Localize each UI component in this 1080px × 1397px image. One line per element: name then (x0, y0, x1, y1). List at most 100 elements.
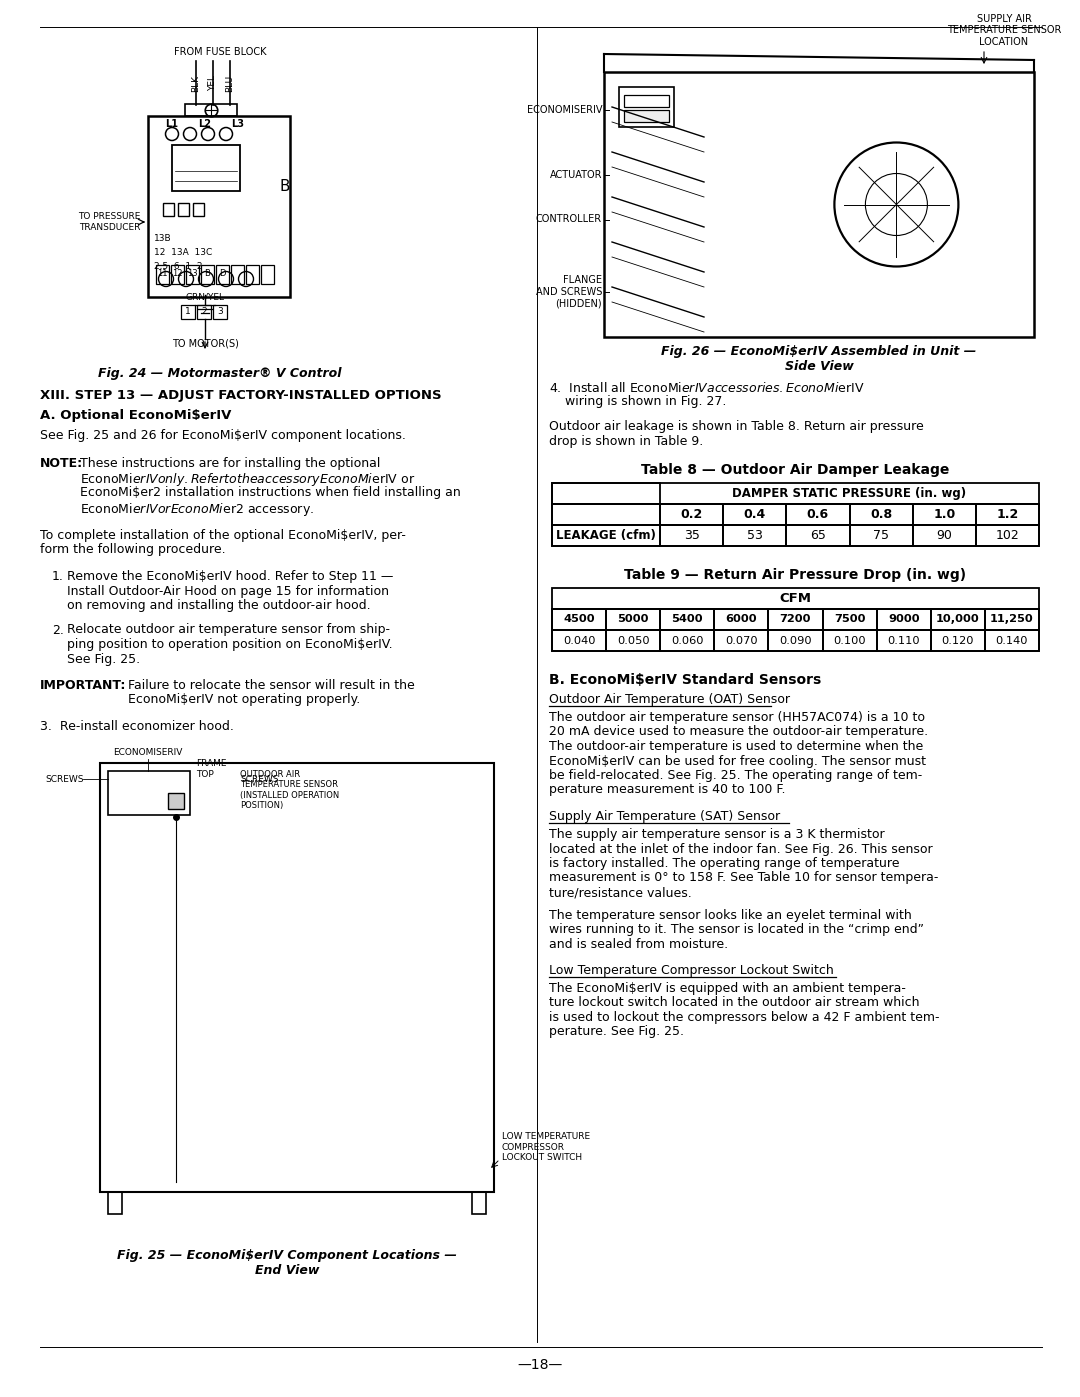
Bar (624, 95, 669, 108)
Text: 0.090: 0.090 (779, 636, 812, 645)
Text: To complete installation of the optional EconoMi$erIV, per-: To complete installation of the optional… (40, 529, 406, 542)
Text: Outdoor Air Temperature (OAT) Sensor: Outdoor Air Temperature (OAT) Sensor (549, 693, 789, 705)
Text: CONTROLLER: CONTROLLER (536, 215, 602, 225)
Text: 1.: 1. (52, 570, 64, 583)
Text: 5000: 5000 (618, 615, 649, 624)
Bar (163, 203, 174, 217)
Text: XIII. STEP 13 — ADJUST FACTORY-INSTALLED OPTIONS: XIII. STEP 13 — ADJUST FACTORY-INSTALLED… (40, 388, 442, 402)
Text: 7500: 7500 (834, 615, 865, 624)
Text: 1: 1 (185, 307, 191, 317)
Text: EconoMi$erIV or EconoMi$er2 accessory.: EconoMi$erIV or EconoMi$er2 accessory. (80, 500, 314, 517)
Text: TO MOTOR(S): TO MOTOR(S) (172, 339, 239, 349)
Text: 12: 12 (172, 270, 183, 278)
Text: ture lockout switch located in the outdoor air stream which: ture lockout switch located in the outdo… (549, 996, 919, 1010)
Text: SUPPLY AIR
TEMPERATURE SENSOR
LOCATION: SUPPLY AIR TEMPERATURE SENSOR LOCATION (947, 14, 1062, 47)
Text: 11: 11 (157, 270, 167, 278)
Text: Supply Air Temperature (SAT) Sensor: Supply Air Temperature (SAT) Sensor (549, 810, 780, 823)
Text: FROM FUSE BLOCK: FROM FUSE BLOCK (174, 47, 267, 57)
Text: LEAKAGE (cfm): LEAKAGE (cfm) (556, 529, 656, 542)
Text: 0.4: 0.4 (744, 509, 766, 521)
Text: 0.070: 0.070 (725, 636, 758, 645)
Bar (714, 609, 769, 630)
Text: 5400: 5400 (672, 615, 703, 624)
Bar (985, 630, 1039, 651)
Text: OUTDOOR AIR
TEMPERATURE SENSOR
(INSTALLED OPERATION
POSITION): OUTDOOR AIR TEMPERATURE SENSOR (INSTALLE… (240, 770, 339, 810)
Text: 6000: 6000 (726, 615, 757, 624)
Bar (985, 609, 1039, 630)
Text: BLU: BLU (226, 74, 234, 92)
Text: 10,000: 10,000 (936, 615, 980, 624)
Text: D: D (219, 270, 226, 278)
Text: 12  13A  13C: 12 13A 13C (154, 249, 213, 257)
Text: B. EconoMi$erIV Standard Sensors: B. EconoMi$erIV Standard Sensors (549, 673, 821, 687)
Bar (552, 630, 1039, 651)
Text: GRN/YEL: GRN/YEL (186, 293, 225, 302)
Bar (823, 609, 877, 630)
Text: ECONOMISERIV: ECONOMISERIV (113, 747, 183, 757)
Text: 0.120: 0.120 (942, 636, 974, 645)
Text: 0.060: 0.060 (671, 636, 703, 645)
Bar (193, 203, 204, 217)
Bar (197, 305, 211, 319)
Text: wiring is shown in Fig. 27.: wiring is shown in Fig. 27. (549, 395, 727, 408)
Text: 11,250: 11,250 (990, 615, 1034, 624)
Bar (604, 73, 1034, 337)
Text: 0.100: 0.100 (834, 636, 866, 645)
Text: EconoMi$erIV not operating properly.: EconoMi$erIV not operating properly. (129, 693, 361, 707)
Text: perature measurement is 40 to 100 F.: perature measurement is 40 to 100 F. (549, 784, 785, 796)
Bar (552, 525, 660, 546)
Bar (156, 265, 168, 284)
Text: ture/resistance values.: ture/resistance values. (549, 886, 692, 900)
Bar (724, 525, 786, 546)
Bar (606, 630, 660, 651)
Text: EconoMi$er2 installation instructions when field installing an: EconoMi$er2 installation instructions wh… (80, 486, 461, 499)
Text: 7200: 7200 (780, 615, 811, 624)
Text: Table 8 — Outdoor Air Damper Leakage: Table 8 — Outdoor Air Damper Leakage (642, 462, 949, 476)
Text: The supply air temperature sensor is a 3 K thermistor: The supply air temperature sensor is a 3… (549, 828, 885, 841)
Text: 0.040: 0.040 (563, 636, 595, 645)
Text: 0.6: 0.6 (807, 509, 829, 521)
Text: wires running to it. The sensor is located in the “crimp end”: wires running to it. The sensor is locat… (549, 923, 924, 936)
Bar (231, 265, 244, 284)
Text: be field-relocated. See Fig. 25. The operating range of tem-: be field-relocated. See Fig. 25. The ope… (549, 768, 922, 782)
Text: L1: L1 (165, 119, 178, 129)
Text: LOW TEMPERATURE
COMPRESSOR
LOCKOUT SWITCH: LOW TEMPERATURE COMPRESSOR LOCKOUT SWITC… (502, 1132, 590, 1162)
Text: is factory installed. The operating range of temperature: is factory installed. The operating rang… (549, 856, 900, 870)
Text: ACTUATOR: ACTUATOR (550, 169, 602, 179)
Text: form the following procedure.: form the following procedure. (40, 543, 226, 556)
Text: FRAME
TOP: FRAME TOP (195, 760, 227, 778)
Text: 90: 90 (936, 529, 953, 542)
Text: FLANGE
AND SCREWS
(HIDDEN): FLANGE AND SCREWS (HIDDEN) (536, 275, 602, 309)
Text: and is sealed from moisture.: and is sealed from moisture. (549, 937, 728, 950)
Bar (823, 630, 877, 651)
Text: EconoMi$erIV can be used for free cooling. The sensor must: EconoMi$erIV can be used for free coolin… (549, 754, 926, 767)
Text: 53: 53 (746, 529, 762, 542)
Text: DAMPER STATIC PRESSURE (in. wg): DAMPER STATIC PRESSURE (in. wg) (732, 488, 967, 500)
Text: 2: 2 (201, 307, 206, 317)
Bar (660, 609, 714, 630)
Bar (186, 265, 199, 284)
Bar (552, 504, 1039, 525)
Bar (171, 265, 184, 284)
Bar (660, 504, 724, 525)
Bar (472, 1192, 486, 1214)
Text: 0.140: 0.140 (996, 636, 1028, 645)
Text: EconoMi$erIV only. Refer to the accessory EconoMi$erIV or: EconoMi$erIV only. Refer to the accessor… (80, 472, 415, 489)
Text: measurement is 0° to 158 F. See Table 10 for sensor tempera-: measurement is 0° to 158 F. See Table 10… (549, 872, 939, 884)
Text: B: B (204, 270, 210, 278)
Bar (148, 116, 291, 298)
Bar (216, 265, 229, 284)
Text: See Fig. 25 and 26 for EconoMi$erIV component locations.: See Fig. 25 and 26 for EconoMi$erIV comp… (40, 429, 406, 441)
Text: IMPORTANT:: IMPORTANT: (40, 679, 126, 692)
Text: 13: 13 (187, 270, 198, 278)
Text: 0.110: 0.110 (888, 636, 920, 645)
Bar (931, 609, 985, 630)
Bar (172, 145, 240, 191)
Text: 35: 35 (684, 529, 700, 542)
Text: These instructions are for installing the optional: These instructions are for installing th… (80, 457, 380, 469)
Text: SCREWS: SCREWS (240, 774, 279, 784)
Bar (178, 203, 189, 217)
Text: ECONOMISERIV: ECONOMISERIV (527, 105, 602, 115)
Bar (976, 525, 1039, 546)
Text: The temperature sensor looks like an eyelet terminal with: The temperature sensor looks like an eye… (549, 908, 912, 922)
